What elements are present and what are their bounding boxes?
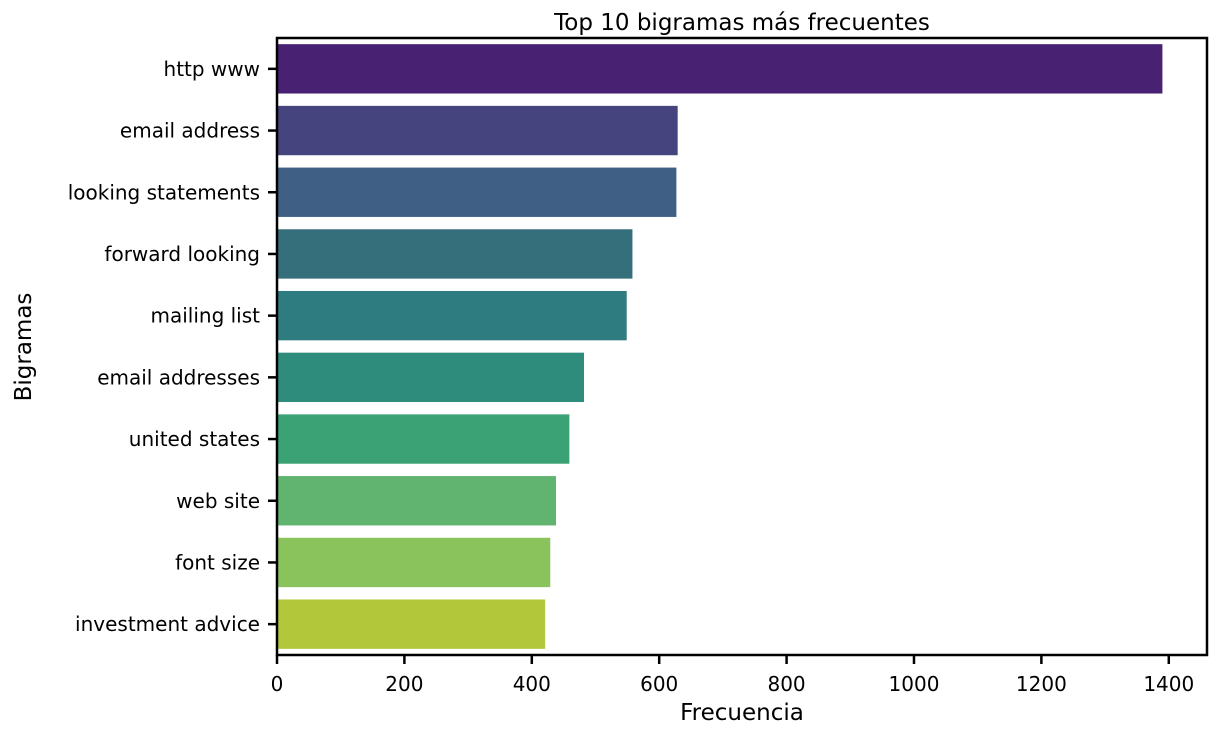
bar-email-addresses (277, 352, 585, 403)
y-ticks-group: http www email address looking statements f… (68, 57, 277, 636)
y-tick-label: email addresses (97, 365, 260, 389)
bar-email-address (277, 105, 678, 156)
x-tick-label: 400 (513, 672, 551, 696)
bar-forward-looking (277, 229, 633, 279)
x-tick-label: 800 (767, 672, 805, 696)
y-axis-label: Bigramas (11, 293, 37, 402)
y-tick-label: http www (164, 57, 260, 81)
y-tick-label: email address (120, 119, 260, 143)
bar-looking-statements (277, 167, 677, 217)
y-tick-label: web site (176, 489, 260, 513)
bar-investment-advice (277, 599, 546, 649)
y-tick-label: forward looking (104, 242, 260, 266)
x-ticks-group: 0 200 400 600 800 1000 1200 1400 (271, 655, 1194, 696)
plot-frame (275, 36, 1209, 657)
bar-mailing-list (277, 290, 627, 341)
y-tick-label: investment advice (75, 612, 260, 636)
bars-group (277, 44, 1163, 649)
x-tick-label: 600 (640, 672, 678, 696)
x-axis-label: Frecuencia (680, 700, 804, 726)
bar-http-www (277, 44, 1163, 94)
x-tick-label: 1400 (1143, 672, 1194, 696)
y-tick-label: mailing list (150, 304, 260, 328)
chart-title: Top 10 bigramas más frecuentes (553, 10, 930, 36)
x-tick-label: 0 (271, 672, 284, 696)
x-tick-label: 1200 (1016, 672, 1067, 696)
x-tick-label: 200 (385, 672, 423, 696)
y-tick-label: looking statements (68, 180, 260, 204)
bar-united-states (277, 414, 570, 464)
x-tick-label: 1000 (889, 672, 940, 696)
y-tick-label: font size (175, 550, 260, 574)
bar-web-site (277, 476, 556, 526)
y-tick-label: united states (129, 427, 260, 451)
bar-font-size (277, 537, 551, 588)
